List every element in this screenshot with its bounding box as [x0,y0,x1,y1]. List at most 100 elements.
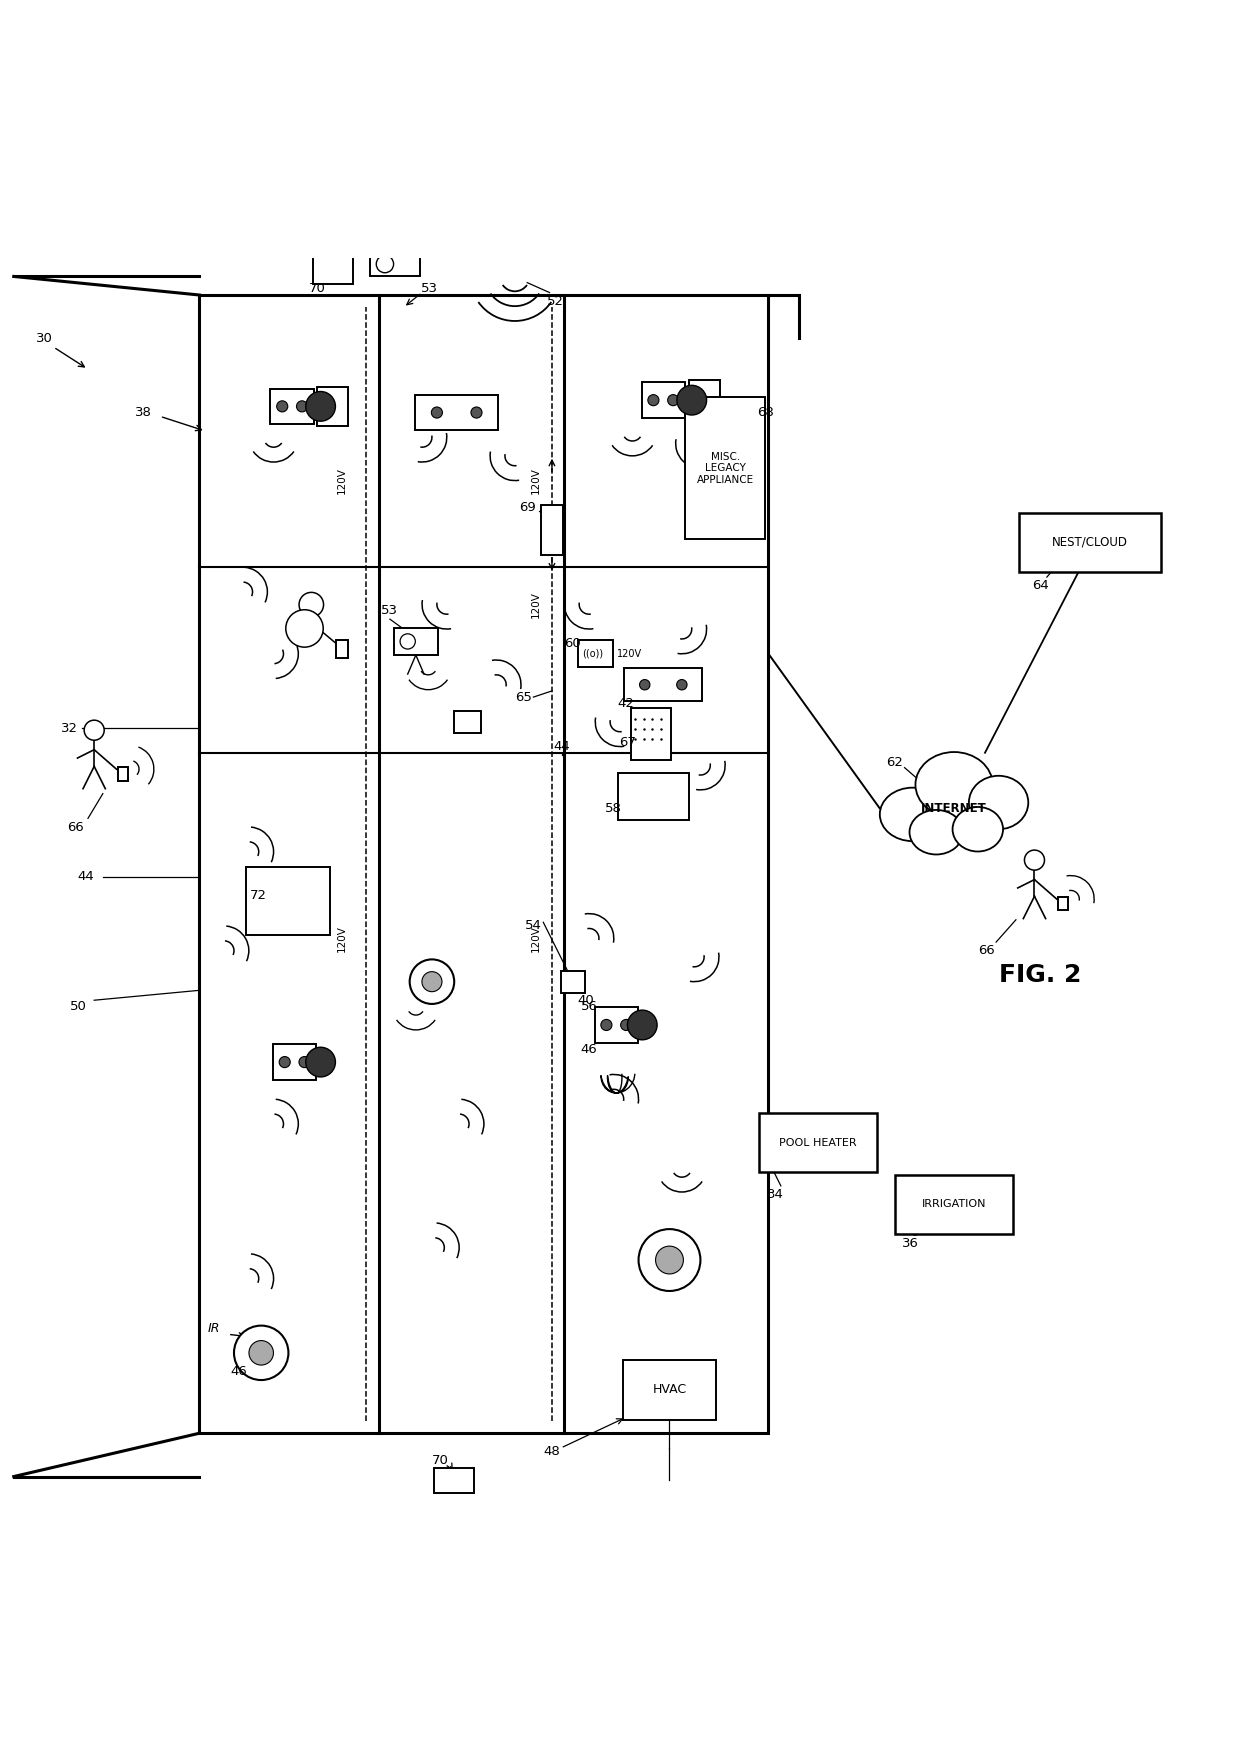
Circle shape [401,635,415,649]
Ellipse shape [915,752,993,817]
Text: 65: 65 [515,691,532,703]
Circle shape [299,593,324,617]
Text: 66: 66 [67,820,84,833]
Text: 52: 52 [547,295,564,309]
Circle shape [409,959,454,1004]
Bar [578,640,613,668]
Text: 120V: 120V [531,926,541,952]
Circle shape [627,1010,657,1040]
Text: 53: 53 [382,605,398,617]
Bar [594,1008,639,1043]
Circle shape [296,401,308,412]
Text: 30: 30 [36,331,53,345]
Bar [454,710,481,733]
Bar [618,773,689,820]
Bar [541,505,563,554]
Circle shape [249,1341,274,1366]
Circle shape [306,391,336,421]
Bar [118,766,128,780]
Text: 120V: 120V [336,466,347,494]
Bar [415,394,498,429]
Circle shape [647,394,658,405]
Ellipse shape [952,806,1003,852]
Circle shape [279,1057,290,1068]
Text: 67: 67 [619,736,636,749]
Text: 44: 44 [553,740,570,754]
Text: 36: 36 [903,1238,919,1250]
Ellipse shape [285,610,324,647]
Text: 56: 56 [580,999,598,1013]
Text: 70: 70 [309,282,325,295]
Text: 54: 54 [525,920,542,933]
Circle shape [621,1020,631,1031]
Text: 120V: 120V [531,591,541,617]
Text: 53: 53 [420,282,438,295]
Bar [1019,514,1162,571]
Circle shape [639,1229,701,1290]
Circle shape [277,401,288,412]
Bar [336,640,348,657]
Text: ((o)): ((o)) [583,649,604,659]
Circle shape [640,680,650,691]
Text: 120V: 120V [336,926,347,952]
Bar [624,668,702,701]
Circle shape [471,407,482,417]
Text: 69: 69 [518,501,536,514]
Bar [434,1467,474,1492]
Circle shape [1024,850,1044,869]
Bar [418,971,445,992]
Text: 40: 40 [577,994,594,1006]
Text: NEST/CLOUD: NEST/CLOUD [1053,536,1128,549]
Text: 46: 46 [231,1366,247,1378]
Text: 50: 50 [69,999,87,1013]
Text: FIG. 2: FIG. 2 [999,964,1081,987]
Text: 42: 42 [618,696,635,710]
Circle shape [432,407,443,417]
Text: 46: 46 [580,1043,598,1057]
Circle shape [299,1057,310,1068]
Text: 120V: 120V [618,649,642,659]
Text: 64: 64 [1032,578,1049,593]
Circle shape [677,680,687,691]
Text: 60: 60 [564,638,582,650]
Ellipse shape [909,810,963,854]
Text: HVAC: HVAC [652,1383,687,1397]
Circle shape [376,256,393,273]
Circle shape [656,1246,683,1274]
Circle shape [667,394,678,405]
Text: 48: 48 [543,1444,560,1458]
Text: 72: 72 [250,889,268,901]
Bar [317,387,348,426]
Bar [270,389,314,424]
Text: MISC.
LEGACY
APPLIANCE: MISC. LEGACY APPLIANCE [697,452,754,486]
Ellipse shape [968,777,1028,829]
Bar [684,398,765,540]
Text: 66: 66 [978,945,994,957]
Text: IRRIGATION: IRRIGATION [921,1199,986,1210]
Bar [631,708,671,761]
Text: 62: 62 [887,756,903,770]
Text: 58: 58 [605,801,622,815]
Bar [314,256,352,284]
Text: 32: 32 [61,722,78,735]
Bar [370,252,419,277]
Text: INTERNET: INTERNET [921,801,987,815]
Ellipse shape [880,787,945,841]
Text: 38: 38 [135,407,153,419]
Text: 120V: 120V [531,466,541,494]
Bar [560,971,585,992]
Bar [688,380,719,421]
Circle shape [422,971,441,992]
Bar [1059,896,1069,910]
Text: IR: IR [208,1322,221,1334]
Bar [641,382,684,417]
Text: 68: 68 [758,407,774,419]
Circle shape [234,1325,289,1380]
Circle shape [677,386,707,415]
Bar [247,868,331,936]
Circle shape [601,1020,611,1031]
Circle shape [84,720,104,740]
Bar [273,1045,316,1080]
Text: 44: 44 [77,869,94,884]
Text: 34: 34 [768,1189,785,1201]
